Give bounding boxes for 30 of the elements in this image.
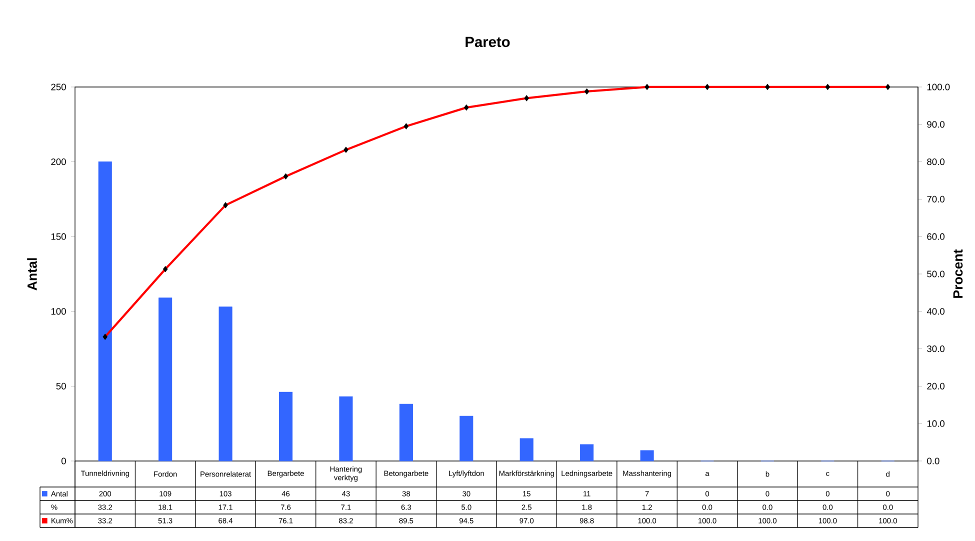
y2-tick-label: 40.0 (926, 308, 945, 315)
y2-tick-label: 30.0 (927, 345, 945, 352)
y-tick-label: 50 (56, 382, 66, 390)
bar (218, 306, 232, 462)
bar (580, 444, 594, 462)
y-tick-label: 200 (51, 158, 66, 166)
y2-tick-label: 0.0 (927, 458, 940, 464)
y2-tick-label: 100.0 (927, 84, 950, 90)
y2-axis-title: Procent (953, 249, 963, 298)
bar (278, 392, 293, 462)
y-tick-label: 0 (61, 458, 66, 464)
bar (339, 396, 353, 462)
bar (460, 416, 474, 462)
y2-tick-label: 50.0 (927, 270, 945, 278)
bar (158, 298, 172, 462)
y2-tick-label: 90.0 (927, 121, 945, 128)
bar (640, 450, 654, 462)
y2-tick-label: 10.0 (927, 420, 945, 427)
y2-tick-label: 60.0 (927, 233, 945, 240)
bar (520, 438, 534, 462)
bar (98, 162, 112, 462)
y2-tick-label: 20.0 (927, 382, 945, 390)
y-tick-label: 250 (51, 84, 66, 90)
y2-tick-label: 70.0 (927, 196, 945, 202)
y2-tick-label: 80.0 (927, 158, 945, 166)
y-tick-label: 150 (51, 233, 66, 240)
y-axis-title: Antal (27, 258, 37, 290)
bar (399, 404, 413, 462)
y-tick-label: 100 (51, 308, 66, 315)
chart-title: Pareto (466, 36, 510, 48)
